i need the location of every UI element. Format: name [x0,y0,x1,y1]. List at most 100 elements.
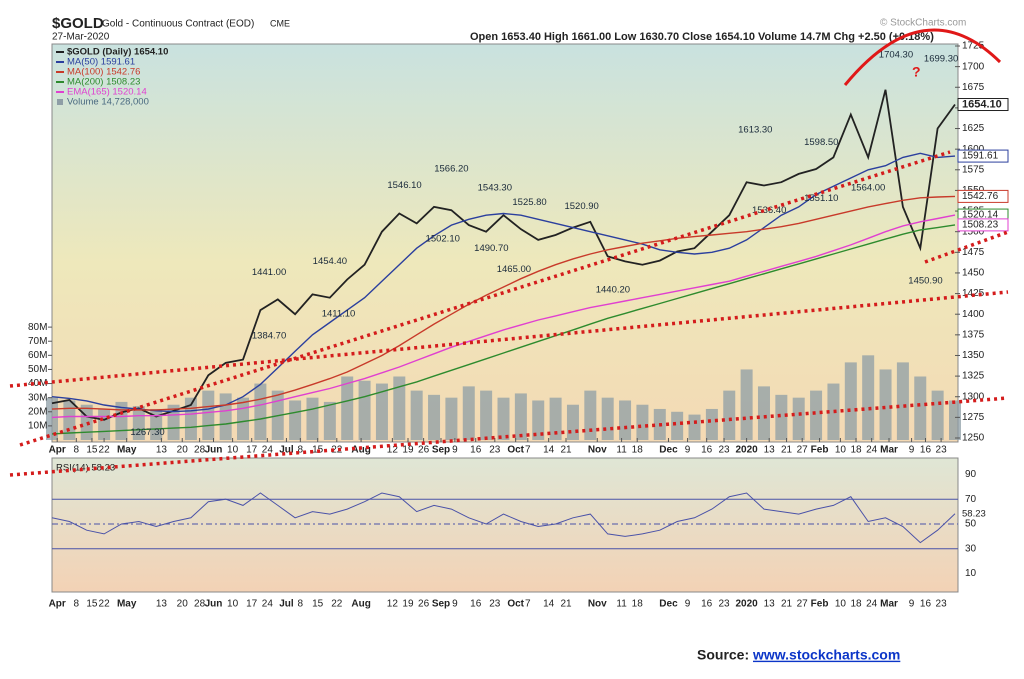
x-tick-label: 26 [418,599,430,610]
price-annotation: 1566.20 [434,164,468,175]
x-tick-label: 10 [835,599,847,610]
legend-entry: Volume 14,728,000 [67,97,149,108]
price-annotation: 1465.00 [497,264,531,275]
y-tick-label: 1300 [962,391,985,402]
price-annotation: 1704.30 [879,50,913,61]
x-tick-label: 15 [86,445,98,456]
volume-bar [775,394,788,440]
volume-bar [862,355,875,440]
source-link[interactable]: www.stockcharts.com [752,647,900,663]
price-panel [51,43,959,443]
x-tick-label: Dec [659,445,678,456]
legend-entry: MA(50) 1591.61 [67,57,135,68]
rsi-tick-label: 10 [965,568,977,579]
price-annotation: 1546.10 [387,180,421,191]
volume-bar [896,362,909,440]
question-mark: ? [912,64,921,80]
volume-tick-label: 20M [28,406,47,417]
x-tick-label: 8 [298,599,304,610]
rsi-line [51,492,956,544]
price-annotation: 1441.00 [252,267,286,278]
moving-average [51,195,956,411]
volume-bar [428,394,441,440]
x-tick-label: 18 [632,599,644,610]
credit: © StockCharts.com [880,18,966,29]
x-tick-label: Feb [811,445,829,456]
x-tick-label: 20 [177,445,189,456]
volume-bar [844,362,857,440]
rsi-tick-label: 30 [965,543,977,554]
x-tick-label: Apr [49,445,66,456]
x-tick-label: May [117,599,137,610]
x-tick-label: 24 [866,445,878,456]
volume-bar [132,406,145,440]
y-tick-label: 1700 [962,61,985,72]
value-box [957,189,1009,203]
volume-bar [480,390,493,440]
x-tick-label: 23 [936,599,948,610]
volume-bar [237,397,250,440]
top-arc [843,28,1002,86]
x-tick-label: Jul [279,599,294,610]
price-annotation: 1267.30 [130,427,164,438]
volume-tick-label: 70M [28,336,47,347]
x-tick-label: 21 [781,599,793,610]
y-tick-label: 1575 [962,164,985,175]
volume-bar [584,390,597,440]
x-tick-label: 23 [489,445,501,456]
volume-bar [289,400,302,440]
value-box-label: 1520.14 [962,210,999,221]
x-tick-label: 8 [74,599,80,610]
x-tick-label: Jul [279,445,294,456]
volume-bar [254,383,267,440]
volume-bar [636,404,649,440]
legend-entry: $GOLD (Daily) 1654.10 [67,47,168,58]
x-tick-label: 12 [387,599,399,610]
x-tick-label: 11 [616,445,627,456]
volume-bar [688,414,701,440]
x-tick-label: 7 [525,445,531,456]
x-tick-label: Oct [507,445,524,456]
volume-bar [879,369,892,440]
volume-bar [549,397,562,440]
value-box-label: 1542.76 [962,191,999,202]
x-tick-label: 22 [99,445,111,456]
x-tick-label: 9 [685,599,691,610]
x-tick-label: 7 [525,599,531,610]
y-tick-label: 1325 [962,371,985,382]
x-tick-label: 14 [543,445,555,456]
x-tick-label: Sep [432,445,450,456]
x-tick-label: 26 [418,445,430,456]
volume-bar [410,390,423,440]
volume-bar [358,380,371,440]
legend-entry: MA(100) 1542.76 [67,67,140,78]
volume-bar [532,400,545,440]
volume-bar [931,390,944,440]
volume-bar [202,390,215,440]
symbol: $GOLD [52,15,104,32]
x-tick-label: 23 [718,445,730,456]
x-tick-label: 19 [402,599,414,610]
price-annotation: 1520.90 [564,201,598,212]
x-tick-label: 10 [835,445,847,456]
volume-bar [792,397,805,440]
x-tick-label: 24 [262,599,274,610]
x-tick-label: 16 [920,445,932,456]
y-tick-label: 1500 [962,226,985,237]
trend-line [924,230,1009,264]
x-tick-label: Mar [880,599,898,610]
x-tick-label: 22 [331,445,343,456]
trend-line [9,396,1009,477]
volume-bar [341,376,354,440]
legend-entry: MA(200) 1508.23 [67,77,140,88]
x-tick-label: Dec [659,599,678,610]
volume-tick-label: 80M [28,322,47,333]
y-tick-label: 1450 [962,268,985,279]
trend-line [19,150,951,447]
volume-bar [810,390,823,440]
moving-average [51,152,956,413]
price-annotation: 1699.30 [924,54,958,65]
x-tick-label: 9 [909,445,915,456]
x-tick-label: 16 [470,445,482,456]
